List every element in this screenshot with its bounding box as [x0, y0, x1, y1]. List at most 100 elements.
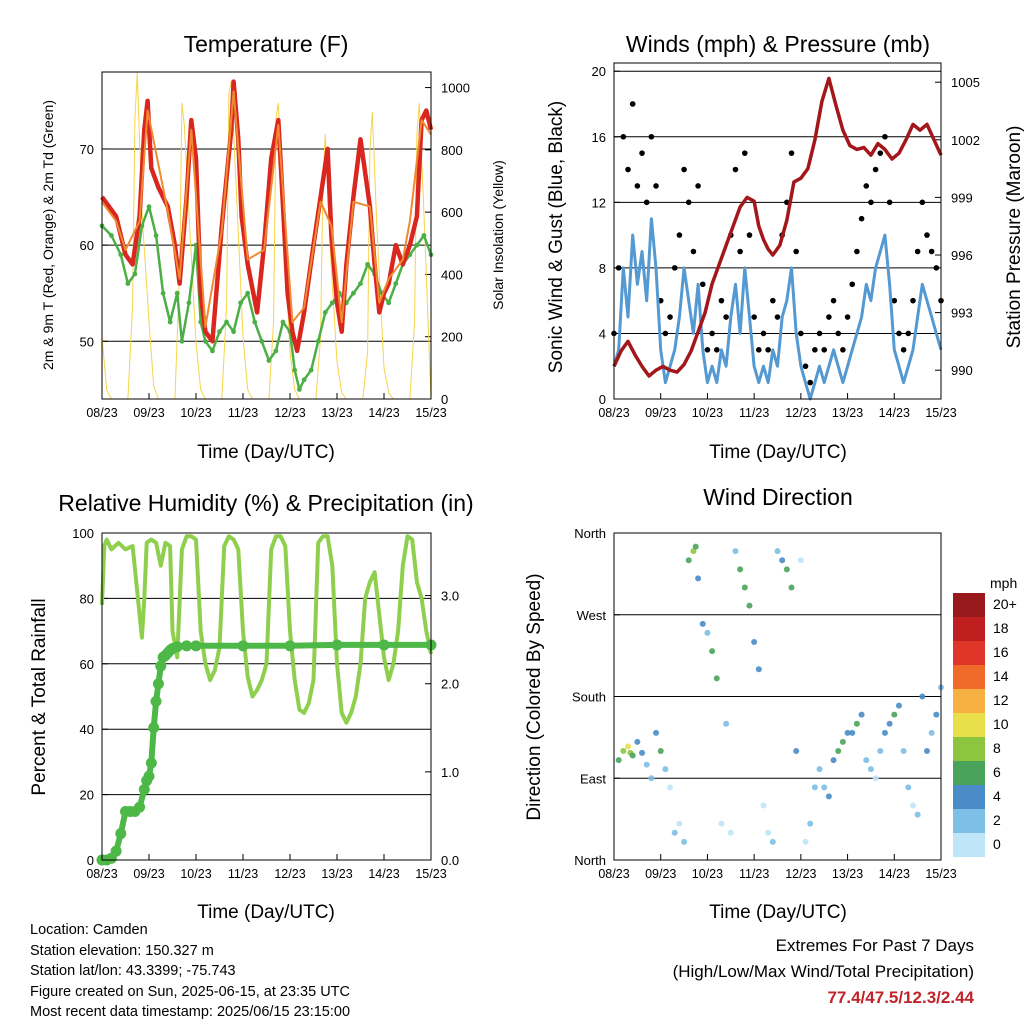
temperature-series-2m-t: [100, 79, 434, 354]
direction-point: [858, 711, 865, 718]
gust-point: [863, 183, 870, 189]
gust-point: [713, 347, 720, 353]
gust-point: [816, 330, 823, 337]
gust-point: [886, 199, 893, 206]
direction-point: [807, 820, 814, 827]
temperature-x-tick-label: 14/23: [368, 406, 399, 420]
gust-point: [821, 347, 828, 353]
direction-point: [737, 566, 744, 573]
gust-point: [742, 150, 748, 156]
direction-point: [713, 675, 720, 682]
direction-point: [849, 729, 856, 736]
humidity-y-tick-label: 20: [80, 788, 94, 803]
gust-point: [840, 347, 846, 353]
temperature-x-tick-label: 10/23: [180, 406, 211, 420]
gust-point: [629, 101, 636, 107]
winds-series-wind: [612, 217, 943, 401]
gust-point: [634, 183, 641, 189]
temperature-left-label: 2m & 9m T (Red, Orange) & 2m Td (Green): [40, 100, 56, 370]
legend-swatch: [953, 617, 985, 641]
rainfall-point: [171, 641, 183, 653]
gust-point: [933, 265, 940, 271]
direction-point: [699, 620, 706, 627]
humidity-x-tick-label: 10/23: [180, 867, 211, 881]
gust-point: [699, 281, 706, 288]
direction-x-tick-label: 14/23: [879, 867, 910, 881]
direction-point: [681, 838, 688, 845]
direction-point: [928, 729, 935, 736]
direction-x-tick-label: 13/23: [832, 867, 863, 881]
gust-point: [685, 199, 692, 206]
direction-x-tick-label: 08/23: [598, 867, 629, 881]
direction-point: [835, 748, 842, 754]
direction-point: [923, 748, 930, 754]
direction-y-tick-label: East: [580, 771, 606, 786]
gust-point: [849, 281, 856, 288]
gust-point: [812, 347, 818, 353]
legend-label: 4: [993, 788, 1001, 804]
direction-point: [793, 748, 800, 754]
gust-point: [882, 133, 888, 140]
gust-point: [681, 166, 687, 173]
direction-point: [811, 784, 818, 791]
direction-point: [704, 629, 711, 636]
temperature-y2-tick-label: 200: [441, 330, 463, 345]
gust-point: [667, 314, 673, 320]
rainfall-point: [284, 640, 296, 652]
dewpoint-point: [308, 367, 314, 373]
humidity-y-tick-label: 80: [80, 591, 94, 606]
winds-y2-tick-label: 990: [951, 363, 973, 378]
direction-point: [741, 584, 748, 591]
winds-title: Winds (mph) & Pressure (mb): [626, 31, 930, 57]
gust-point: [919, 199, 926, 206]
dewpoint-point: [280, 319, 286, 325]
gust-point: [802, 363, 809, 370]
gust-point: [770, 297, 776, 304]
gust-point: [924, 232, 930, 238]
rainfall-point: [152, 678, 164, 690]
gust-point: [615, 265, 622, 271]
gust-point: [653, 183, 659, 189]
gust-point: [872, 166, 879, 173]
temperature-y2-tick-label: 400: [441, 267, 463, 282]
winds-x-tick-label: 09/23: [645, 406, 676, 420]
rainfall-point: [115, 828, 127, 840]
dewpoint-point: [315, 338, 321, 344]
direction-point: [797, 557, 804, 564]
rainfall-point: [181, 640, 193, 652]
gust-point: [793, 248, 799, 255]
direction-point: [732, 548, 739, 555]
created-text: Figure created on Sun, 2025-06-15, at 23…: [30, 983, 350, 1000]
gust-point: [830, 297, 837, 304]
winds-y-tick-label: 4: [599, 326, 606, 341]
direction-point: [788, 584, 795, 591]
legend-label: 20+: [993, 596, 1017, 612]
gust-point: [891, 297, 898, 304]
direction-point: [844, 729, 851, 736]
dewpoint-point: [266, 358, 272, 363]
dewpoint-point: [146, 204, 152, 210]
gust-point: [910, 297, 916, 304]
legend-label: 10: [993, 716, 1009, 732]
gust-point: [896, 330, 902, 337]
dewpoint-point: [301, 377, 307, 383]
direction-point: [615, 757, 622, 764]
direction-x-label: Time (Day/UTC): [709, 902, 847, 923]
direction-point: [914, 811, 921, 818]
rainfall-point: [145, 757, 157, 769]
gust-point: [732, 166, 739, 173]
direction-point: [774, 548, 781, 555]
gust-point: [756, 347, 762, 353]
gust-point: [905, 330, 912, 337]
direction-point: [886, 720, 893, 727]
direction-x-tick-label: 10/23: [692, 867, 723, 881]
gust-point: [662, 330, 669, 337]
legend-label: 2: [993, 812, 1001, 828]
humidity-panel: Relative Humidity (%) & Precipitation (i…: [29, 490, 474, 923]
temperature-y-tick-label: 60: [80, 238, 94, 253]
humidity-x-label: Time (Day/UTC): [197, 902, 335, 923]
direction-point: [629, 752, 636, 759]
direction-point: [639, 749, 646, 756]
dewpoint-point: [139, 223, 145, 229]
location-text: Location: Camden: [30, 922, 148, 938]
